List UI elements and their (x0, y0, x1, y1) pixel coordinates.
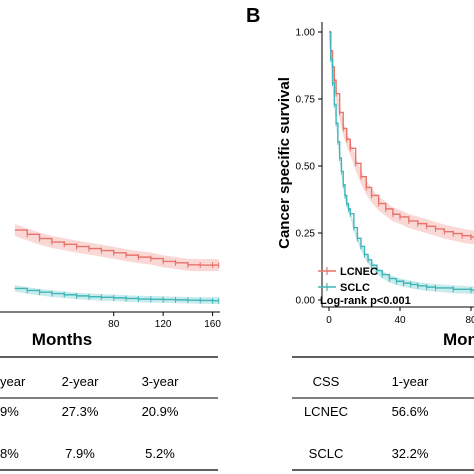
panel-b-y-tick-label: 0.75 (296, 95, 316, 106)
legend-lcnec-label: LCNEC (340, 266, 378, 278)
panel-a-rate-table: year 2-year 3-year 9% 27.3% 20.9% 8% 7.9… (0, 356, 218, 471)
table-a-cell: 9% (0, 404, 19, 419)
panel-a-x-tick-label: 120 (155, 319, 172, 330)
panel-a-survival-plot: 80 120 160 Months (0, 224, 221, 349)
panel-b-y-tick-label: 0.50 (296, 162, 316, 173)
table-a-cell: 5.2% (145, 446, 175, 461)
logrank-annotation: Log-rank p<0.001 (320, 295, 411, 307)
panel-a-x-tick-label: 80 (108, 319, 120, 330)
panel-a-lcnec-ci-band (14, 224, 219, 272)
legend-sclc-label: SCLC (340, 282, 370, 294)
table-b-cell: 32.2% (392, 446, 429, 461)
panel-b-x-axis-title: Months (443, 330, 474, 349)
table-a-header-2-year: 2-year (62, 374, 100, 389)
table-a-cell: 20.9% (142, 404, 179, 419)
table-b-cell: SCLC (309, 446, 344, 461)
panel-b-x-tick-label: 80 (465, 315, 474, 326)
table-a-cell: 7.9% (65, 446, 95, 461)
panel-b-lcnec-ci-band (329, 25, 474, 245)
panel-b-legend: LCNEC SCLC Log-rank p<0.001 (318, 266, 411, 307)
table-a-header-1-year: year (0, 374, 26, 389)
table-b-header-css: CSS (313, 374, 340, 389)
panel-b-y-tick-label: 0.25 (296, 229, 316, 240)
panel-b-y-tick-label: 1.00 (296, 28, 316, 39)
table-a-header-3-year: 3-year (142, 374, 180, 389)
panel-b-y-axis-title: Cancer specific survival (276, 77, 293, 249)
panel-b-x-tick-label: 40 (394, 315, 406, 326)
panel-b-sclc-survival-line (329, 31, 474, 291)
table-b-header-1-year: 1-year (392, 374, 430, 389)
panel-b-sclc-ci-band (329, 28, 474, 295)
panel-b-letter: B (246, 5, 260, 27)
panel-a-x-tick-label: 160 (204, 319, 221, 330)
panel-b-x-tick-label: 0 (326, 315, 332, 326)
panel-b-survival-plot: B Cancer specific survival 0.00 0.25 0.50 0… (246, 5, 474, 349)
panel-b-rate-table: CSS 1-year LCNEC 56.6% SCLC 32.2% (292, 356, 474, 471)
panel-b-y-tick-label: 0.00 (296, 296, 316, 307)
panel-a-x-axis-title: Months (32, 330, 92, 349)
table-b-cell: LCNEC (304, 404, 348, 419)
table-a-cell: 27.3% (62, 404, 99, 419)
table-a-cell: 8% (0, 446, 19, 461)
table-b-cell: 56.6% (392, 404, 429, 419)
